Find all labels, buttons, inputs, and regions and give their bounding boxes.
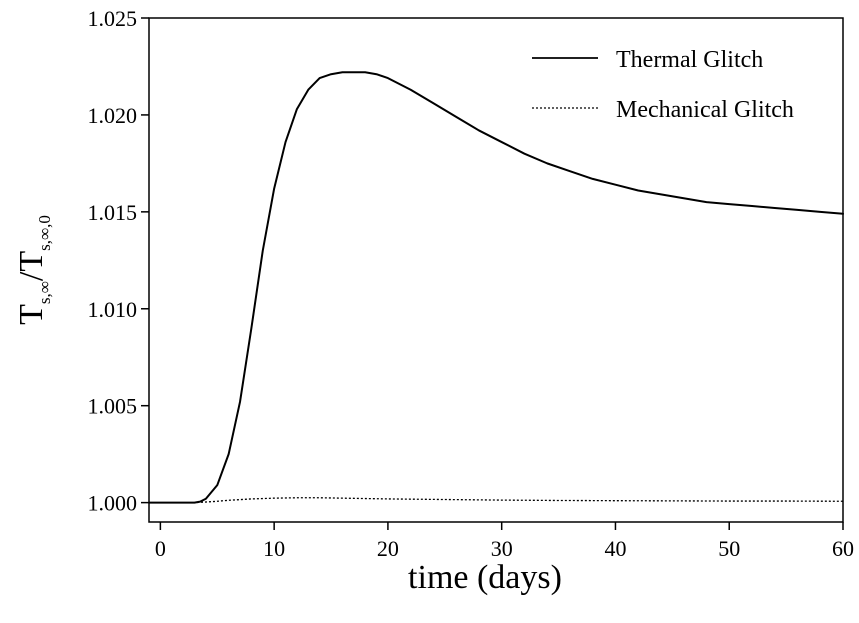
legend: Thermal Glitch Mechanical Glitch [532,47,794,123]
legend-label-thermal: Thermal Glitch [616,47,763,73]
x-tick-label: 20 [377,536,399,561]
y-tick-label: 1.010 [88,297,138,322]
x-tick-label: 40 [604,536,626,561]
series-line-thermal-glitch [148,71,844,504]
x-tick-label: 10 [263,536,285,561]
x-axis-ticks: 0 10 20 30 40 50 60 [155,522,854,561]
series-line-mechanical-glitch [149,497,844,504]
x-tick-label: 0 [155,536,166,561]
x-axis-title: time (days) [408,559,562,596]
y-axis-title-sub-2: s,∞,0 [35,215,54,251]
x-tick-label: 60 [832,536,854,561]
y-axis-title-base: T [13,304,50,325]
y-axis-title-separator: / [13,271,50,281]
plot-area-frame [148,17,844,523]
y-tick-label: 1.000 [88,491,138,516]
x-tick-label: 50 [718,536,740,561]
legend-label-mechanical: Mechanical Glitch [616,97,794,123]
y-axis-title-sub-1: s,∞ [35,281,54,304]
series-group [148,71,844,504]
y-axis-ticks: 1.000 1.005 1.010 1.015 1.020 1.025 [88,6,149,516]
y-tick-label: 1.025 [88,6,138,31]
y-tick-label: 1.015 [88,200,138,225]
y-axis-title: Ts,∞/Ts,∞,0 [13,215,54,325]
x-tick-label: 30 [491,536,513,561]
y-tick-label: 1.020 [88,103,138,128]
y-tick-label: 1.005 [88,394,138,419]
y-axis-title-base-2: T [13,251,50,272]
